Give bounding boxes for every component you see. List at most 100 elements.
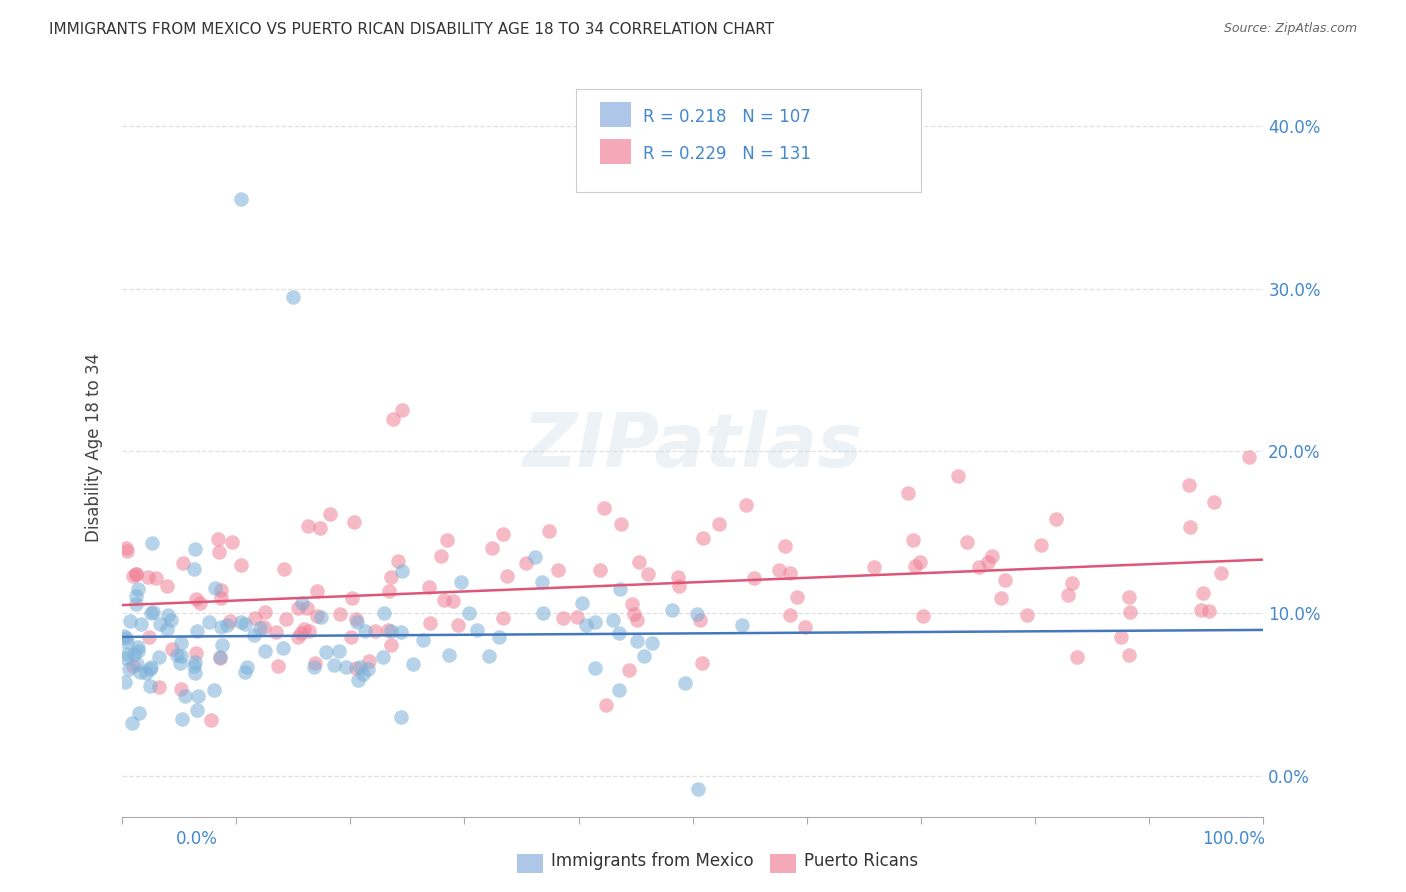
Point bbox=[207, 532, 229, 546]
Point bbox=[127, 644, 149, 658]
Y-axis label: Disability Age 18 to 34: Disability Age 18 to 34 bbox=[86, 352, 103, 541]
Point bbox=[623, 607, 645, 622]
Point bbox=[156, 622, 179, 636]
Point bbox=[304, 657, 326, 671]
Point bbox=[531, 606, 554, 620]
Point bbox=[186, 646, 208, 660]
Point bbox=[166, 648, 188, 662]
Point bbox=[302, 660, 325, 674]
Point bbox=[273, 562, 295, 576]
Text: Source: ZipAtlas.com: Source: ZipAtlas.com bbox=[1223, 22, 1357, 36]
Point bbox=[233, 616, 256, 631]
Point bbox=[436, 533, 458, 547]
Point bbox=[117, 634, 139, 648]
Point bbox=[308, 521, 330, 535]
Point bbox=[311, 610, 333, 624]
Point bbox=[1066, 649, 1088, 664]
Point bbox=[441, 594, 464, 608]
Point bbox=[488, 630, 510, 644]
Point bbox=[433, 592, 456, 607]
Point bbox=[418, 580, 440, 594]
Point bbox=[339, 630, 361, 644]
Point bbox=[633, 648, 655, 663]
Point bbox=[1189, 603, 1212, 617]
Point bbox=[378, 583, 401, 598]
Point bbox=[429, 549, 451, 563]
Point bbox=[668, 579, 690, 593]
Point bbox=[903, 533, 925, 548]
Point bbox=[221, 535, 243, 549]
Point bbox=[148, 680, 170, 694]
Point bbox=[551, 611, 574, 625]
Point bbox=[290, 625, 312, 640]
Point bbox=[127, 582, 149, 596]
Point bbox=[1178, 520, 1201, 534]
Point bbox=[291, 596, 314, 610]
Point bbox=[1237, 450, 1260, 464]
Point bbox=[692, 531, 714, 545]
Point bbox=[135, 666, 157, 681]
Point bbox=[458, 606, 481, 620]
Point bbox=[575, 618, 598, 632]
Point bbox=[160, 642, 183, 657]
Point bbox=[496, 569, 519, 583]
Point bbox=[187, 690, 209, 704]
Point bbox=[264, 625, 287, 640]
Point bbox=[115, 541, 138, 555]
Point bbox=[387, 554, 409, 568]
Point bbox=[1191, 586, 1213, 600]
Point bbox=[145, 571, 167, 585]
Point bbox=[243, 628, 266, 642]
Point bbox=[138, 630, 160, 644]
Point bbox=[610, 517, 633, 532]
Point bbox=[373, 606, 395, 620]
Point bbox=[184, 666, 207, 681]
Point bbox=[595, 698, 617, 712]
Point bbox=[1198, 604, 1220, 618]
Point bbox=[170, 648, 193, 663]
Point bbox=[186, 624, 208, 638]
Point bbox=[391, 403, 413, 417]
Point bbox=[198, 615, 221, 630]
Point bbox=[114, 675, 136, 690]
Point bbox=[297, 600, 319, 615]
Point bbox=[252, 620, 274, 634]
Point bbox=[389, 710, 412, 724]
Point bbox=[956, 535, 979, 549]
Point bbox=[910, 556, 932, 570]
Point bbox=[292, 622, 315, 636]
Point bbox=[124, 566, 146, 581]
Point bbox=[121, 715, 143, 730]
Point bbox=[253, 605, 276, 619]
Point bbox=[236, 660, 259, 674]
Point bbox=[673, 676, 696, 690]
Point bbox=[346, 615, 368, 630]
Point bbox=[734, 498, 756, 512]
Point bbox=[977, 555, 1000, 569]
Point bbox=[122, 569, 145, 583]
Point bbox=[686, 607, 709, 621]
Point bbox=[347, 673, 370, 687]
Point bbox=[124, 589, 146, 603]
Point bbox=[209, 620, 232, 634]
Point bbox=[690, 657, 713, 671]
Point bbox=[450, 574, 472, 589]
Point bbox=[287, 630, 309, 644]
Point bbox=[200, 713, 222, 727]
Point bbox=[208, 545, 231, 559]
Text: IMMIGRANTS FROM MEXICO VS PUERTO RICAN DISABILITY AGE 18 TO 34 CORRELATION CHART: IMMIGRANTS FROM MEXICO VS PUERTO RICAN D… bbox=[49, 22, 775, 37]
Point bbox=[1118, 648, 1140, 662]
Point bbox=[271, 640, 294, 655]
Point bbox=[127, 640, 149, 655]
Point bbox=[202, 682, 225, 697]
Point bbox=[138, 662, 160, 676]
Point bbox=[359, 654, 381, 668]
Point bbox=[307, 609, 329, 624]
Point bbox=[547, 563, 569, 577]
Point bbox=[402, 657, 425, 671]
Point bbox=[602, 613, 624, 627]
Point bbox=[626, 613, 648, 627]
Point bbox=[593, 500, 616, 515]
Point bbox=[380, 624, 402, 638]
Point bbox=[775, 540, 797, 554]
